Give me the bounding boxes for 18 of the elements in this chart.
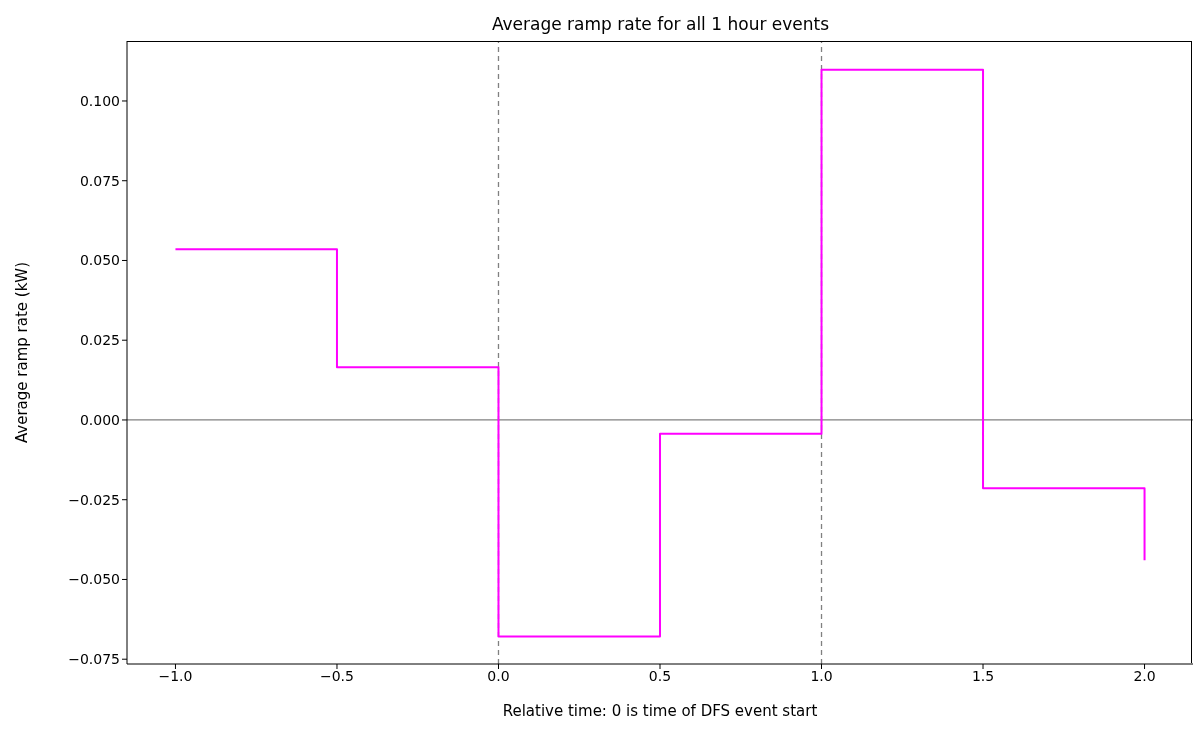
chart-title: Average ramp rate for all 1 hour events [490, 14, 831, 34]
y-tick-label: −0.025 [68, 491, 120, 508]
x-tick-label: 2.0 [1133, 667, 1156, 684]
y-tick-label: −0.075 [68, 651, 120, 668]
x-tick-label: 0.0 [487, 667, 510, 684]
x-tick-label: 1.0 [810, 667, 833, 684]
x-tick-label: 0.5 [648, 667, 672, 684]
y-tick-label: 0.000 [79, 411, 120, 428]
x-tick-label: −1.0 [158, 667, 193, 684]
y-tick-label: 0.025 [79, 332, 120, 349]
y-axis-title: Average ramp rate (kW) [13, 261, 32, 444]
y-tick-label: 0.050 [79, 252, 120, 269]
y-tick-label: −0.050 [68, 571, 120, 588]
y-tick-label: 0.075 [79, 172, 120, 189]
y-tick-label: 0.100 [79, 92, 120, 109]
x-axis-title: Relative time: 0 is time of DFS event start [502, 702, 818, 720]
x-tick-label: −0.5 [319, 667, 354, 684]
x-tick-label: 1.5 [971, 667, 995, 684]
